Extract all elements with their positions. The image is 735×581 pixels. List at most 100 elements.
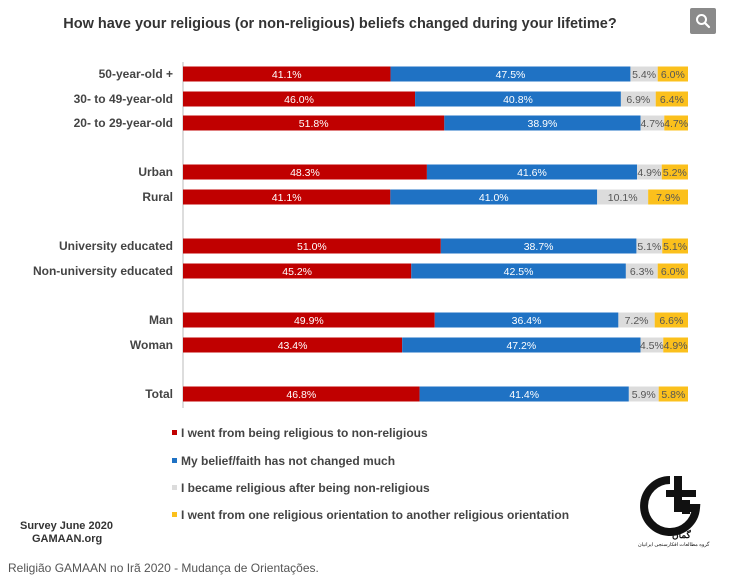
data-label: 41.0% xyxy=(479,192,509,204)
bar-segment xyxy=(444,115,641,131)
category-label: 30- to 49-year-old xyxy=(74,92,173,106)
data-label: 36.4% xyxy=(512,315,542,327)
category-label: Man xyxy=(149,313,173,327)
bar-segment xyxy=(426,164,637,180)
legend-label: I went from one religious orientation to… xyxy=(181,508,570,522)
data-label: 4.7% xyxy=(664,118,688,130)
data-label: 4.5% xyxy=(640,340,664,352)
survey-site: GAMAAN.org xyxy=(32,533,103,545)
category-label: Non-university educated xyxy=(33,264,173,278)
gamaan-logo: گمان گروه مطالعات افکارسنجی ایرانیان xyxy=(636,474,718,554)
data-label: 49.9% xyxy=(294,315,324,327)
data-label: 6.4% xyxy=(660,94,684,106)
bar-segment xyxy=(183,115,445,131)
data-label: 4.9% xyxy=(637,167,661,179)
bar-segment xyxy=(628,386,659,402)
data-label: 38.7% xyxy=(524,241,554,253)
bar-segment xyxy=(390,189,598,205)
data-label: 43.4% xyxy=(278,340,308,352)
data-label: 5.8% xyxy=(661,389,685,401)
bar-segment xyxy=(183,337,403,353)
bar-segment xyxy=(390,66,631,82)
data-label: 6.0% xyxy=(661,69,685,81)
category-label: Woman xyxy=(130,338,173,352)
bar-segment xyxy=(440,238,637,254)
data-label: 48.3% xyxy=(290,167,320,179)
data-label: 6.0% xyxy=(661,266,685,278)
bar-segment xyxy=(183,164,427,180)
legend-swatch xyxy=(172,512,177,518)
bar-segment xyxy=(183,312,435,328)
data-label: 5.4% xyxy=(632,69,656,81)
survey-note: Survey June 2020 GAMAAN.org xyxy=(20,520,113,546)
bar-segment xyxy=(657,263,688,279)
bar-segment xyxy=(630,66,658,82)
bar-segment xyxy=(658,386,688,402)
data-label: 6.9% xyxy=(626,94,650,106)
data-label: 41.1% xyxy=(272,69,302,81)
data-label: 5.1% xyxy=(663,241,687,253)
data-label: 45.2% xyxy=(282,266,312,278)
data-label: 5.2% xyxy=(663,167,687,179)
bar-segment xyxy=(183,238,441,254)
bar-segment xyxy=(654,312,688,328)
bar-segment xyxy=(434,312,619,328)
category-label: Rural xyxy=(142,190,173,204)
data-label: 4.9% xyxy=(664,340,688,352)
bar-segment xyxy=(640,337,664,353)
survey-date: Survey June 2020 xyxy=(20,520,113,532)
bar-segment xyxy=(402,337,641,353)
logo-text: گمان xyxy=(672,530,691,540)
data-label: 41.4% xyxy=(509,389,539,401)
bar-segment xyxy=(625,263,658,279)
category-label: Urban xyxy=(138,165,173,179)
category-label: Total xyxy=(145,387,173,401)
legend-item: I became religious after being non-relig… xyxy=(172,481,430,495)
bar-segment xyxy=(183,386,420,402)
data-label: 6.3% xyxy=(630,266,654,278)
bar-segment xyxy=(620,91,656,107)
data-label: 41.1% xyxy=(272,192,302,204)
bar-segment xyxy=(636,238,663,254)
bar-segment xyxy=(618,312,655,328)
bar-segment xyxy=(419,386,629,402)
data-label: 47.5% xyxy=(496,69,526,81)
bar-segment xyxy=(648,189,688,205)
bar-segment xyxy=(183,263,412,279)
data-label: 5.1% xyxy=(637,241,661,253)
data-label: 51.8% xyxy=(299,118,329,130)
bar-segment xyxy=(662,238,688,254)
bar-segment xyxy=(411,263,626,279)
logo-subtext: گروه مطالعات افکارسنجی ایرانیان xyxy=(638,542,710,548)
bar-segment xyxy=(415,91,621,107)
data-label: 42.5% xyxy=(504,266,534,278)
search-icon xyxy=(696,14,711,29)
data-label: 4.7% xyxy=(640,118,664,130)
bar-segment xyxy=(183,66,391,82)
data-label: 51.0% xyxy=(297,241,327,253)
legend-swatch xyxy=(172,458,177,464)
bar-segment xyxy=(661,164,688,180)
legend-label: My belief/faith has not changed much xyxy=(181,454,396,468)
bar-segment xyxy=(664,115,688,131)
data-label: 41.6% xyxy=(517,167,547,179)
bar-segment xyxy=(640,115,665,131)
data-label: 5.9% xyxy=(632,389,656,401)
bar-segment xyxy=(636,164,662,180)
bar-segment xyxy=(183,189,391,205)
data-label: 38.9% xyxy=(528,118,558,130)
data-label: 47.2% xyxy=(506,340,536,352)
data-label: 10.1% xyxy=(608,192,638,204)
legend-item: My belief/faith has not changed much xyxy=(172,454,395,468)
bar-segment xyxy=(655,91,688,107)
legend-swatch xyxy=(172,485,177,491)
page-title: How have your religious (or non-religiou… xyxy=(63,16,617,32)
image-caption: Religião GAMAAN no Irã 2020 - Mudança de… xyxy=(8,561,319,575)
bar-segment xyxy=(183,91,416,107)
search-button[interactable] xyxy=(690,8,716,34)
data-label: 46.8% xyxy=(286,389,316,401)
bar-segment xyxy=(597,189,649,205)
category-label: 50-year-old + xyxy=(99,67,173,81)
legend-item: I went from one religious orientation to… xyxy=(172,508,569,522)
data-label: 6.6% xyxy=(659,315,683,327)
